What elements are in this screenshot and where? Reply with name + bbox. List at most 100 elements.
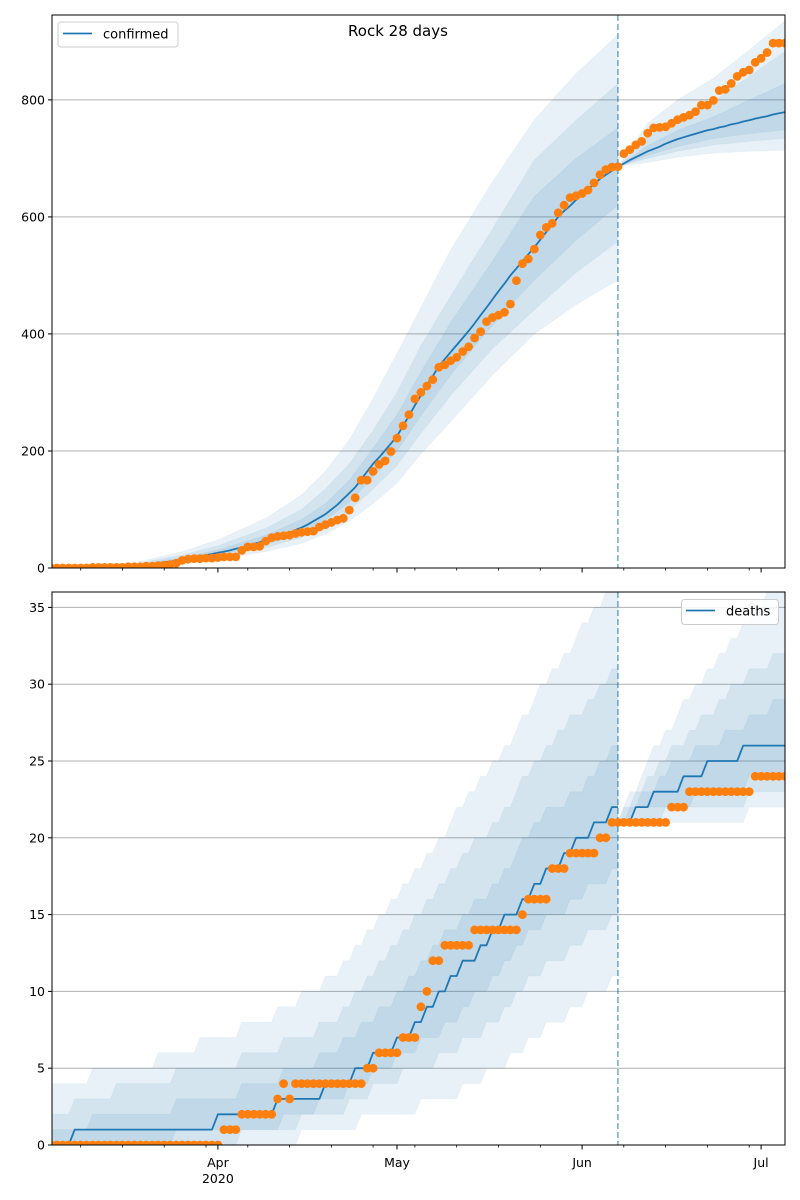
y-tick-label: 25 bbox=[29, 754, 45, 769]
observed-point bbox=[434, 956, 444, 966]
observed-points bbox=[52, 771, 785, 1145]
uncertainty-bands bbox=[52, 592, 785, 1145]
observed-point bbox=[744, 65, 754, 75]
observed-point bbox=[529, 244, 539, 254]
observed-point bbox=[350, 493, 360, 503]
observed-point bbox=[541, 894, 551, 904]
observed-point bbox=[344, 505, 354, 515]
y-tick-label: 0 bbox=[37, 561, 45, 576]
y-tick-label: 400 bbox=[21, 326, 45, 341]
axes-spines bbox=[51, 14, 786, 569]
observed-point bbox=[422, 381, 432, 391]
observed-point bbox=[416, 1002, 426, 1012]
legend-label: deaths bbox=[726, 605, 771, 620]
observed-point bbox=[518, 910, 527, 919]
observed-point bbox=[470, 333, 479, 343]
y-tick-label: 800 bbox=[21, 92, 45, 107]
model-median-forecast-line bbox=[617, 111, 785, 168]
observed-point bbox=[518, 259, 527, 269]
band-outer-forecast bbox=[617, 592, 785, 823]
observed-point bbox=[589, 178, 599, 188]
observed-point bbox=[398, 421, 408, 431]
observed-point bbox=[691, 107, 700, 116]
observed-point bbox=[410, 1033, 420, 1042]
observed-point bbox=[535, 230, 545, 240]
observed-point bbox=[613, 162, 623, 172]
observed-point bbox=[762, 48, 772, 57]
observed-point bbox=[756, 53, 766, 63]
y-tick-label: 200 bbox=[21, 444, 45, 459]
observed-point bbox=[368, 1063, 378, 1073]
legend-confirmed: confirmed bbox=[57, 21, 179, 48]
observed-point bbox=[595, 170, 605, 180]
observed-point bbox=[780, 771, 785, 781]
observed-point bbox=[512, 276, 521, 286]
observed-point bbox=[404, 410, 414, 420]
observed-point bbox=[709, 96, 718, 105]
observed-point bbox=[255, 541, 265, 551]
observed-point bbox=[380, 456, 390, 466]
observed-point bbox=[625, 145, 635, 155]
observed-point bbox=[523, 254, 533, 264]
y-tick-label: 600 bbox=[21, 209, 45, 224]
axes-frame bbox=[51, 591, 786, 1146]
axis-ticks bbox=[48, 99, 762, 573]
observed-point bbox=[661, 818, 670, 827]
observed-point bbox=[368, 467, 378, 476]
legend-label: confirmed bbox=[103, 28, 169, 43]
observed-point bbox=[386, 447, 396, 456]
observed-point bbox=[231, 1125, 241, 1134]
x-tick-label: Jun bbox=[571, 1155, 592, 1170]
axis-ticks bbox=[48, 606, 762, 1150]
y-tick-label: 10 bbox=[29, 984, 45, 999]
observed-point bbox=[422, 987, 432, 996]
observed-point bbox=[279, 1079, 288, 1088]
plot-area bbox=[52, 592, 785, 1145]
observed-point bbox=[643, 128, 653, 138]
model-median-forecast-line bbox=[617, 744, 785, 824]
x-tick-label: Jul bbox=[753, 1155, 769, 1170]
observed-point bbox=[476, 327, 485, 336]
observed-point bbox=[392, 433, 402, 443]
observed-point bbox=[512, 925, 521, 935]
observed-point bbox=[356, 1079, 366, 1088]
observed-point bbox=[547, 218, 557, 228]
legend-box bbox=[57, 21, 179, 48]
x-tick-label: May bbox=[384, 1155, 410, 1170]
legend-deaths: deaths bbox=[681, 599, 779, 625]
observed-point bbox=[506, 299, 515, 309]
observed-point bbox=[392, 1048, 402, 1058]
observed-point bbox=[720, 84, 730, 94]
confirmed-chart-panel: 0 200 400 600 800 confirmed bbox=[21, 14, 786, 576]
plot-area bbox=[52, 15, 785, 568]
observed-point bbox=[285, 1094, 294, 1104]
observed-point bbox=[267, 1109, 277, 1119]
observed-point bbox=[362, 475, 372, 485]
observed-point bbox=[213, 1140, 223, 1145]
observed-point bbox=[428, 375, 438, 384]
y-tick-label: 35 bbox=[29, 600, 45, 615]
axes-frame bbox=[51, 14, 786, 569]
observed-points bbox=[52, 38, 785, 568]
legend-box bbox=[681, 599, 779, 625]
observed-point bbox=[464, 940, 473, 950]
axes-spines bbox=[51, 591, 786, 1146]
observed-point bbox=[464, 342, 473, 352]
observed-point bbox=[703, 100, 712, 110]
observed-point bbox=[500, 307, 509, 317]
observed-point bbox=[637, 137, 647, 146]
x-tick-year-label: 2020 bbox=[202, 1171, 234, 1186]
observed-point bbox=[416, 388, 426, 397]
y-tick-label: 0 bbox=[37, 1138, 45, 1153]
observed-point bbox=[780, 38, 785, 48]
y-tick-label: 20 bbox=[29, 830, 45, 845]
y-tick-label: 5 bbox=[37, 1061, 45, 1076]
chart-title: Rock 28 days bbox=[348, 22, 448, 40]
observed-point bbox=[589, 848, 599, 858]
observed-point bbox=[410, 394, 420, 404]
observed-point bbox=[679, 802, 688, 812]
